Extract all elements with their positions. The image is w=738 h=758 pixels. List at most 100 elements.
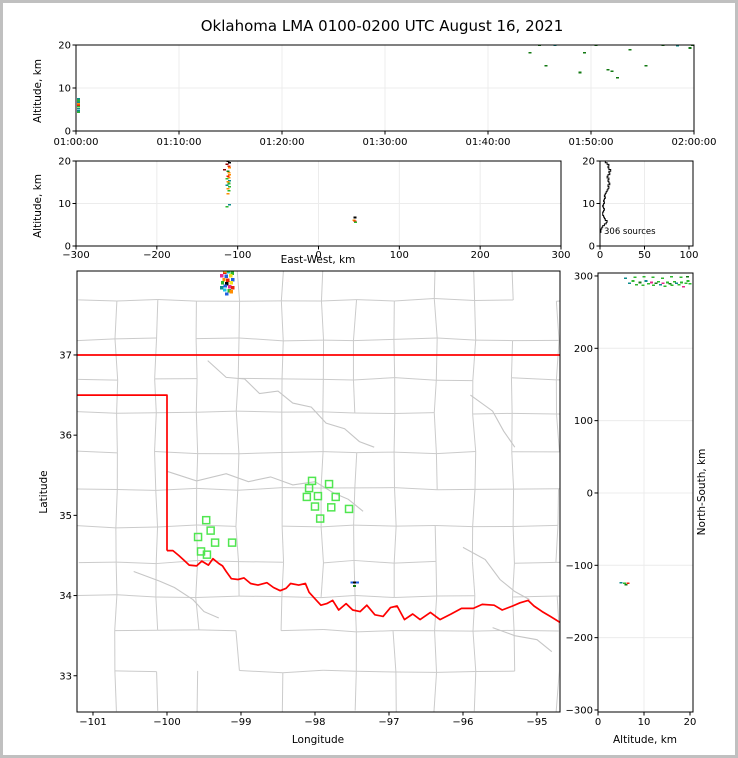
lma-source-point [528, 51, 532, 54]
county-line [282, 378, 324, 380]
county-line [394, 298, 435, 302]
county-line [77, 594, 117, 597]
county-line [154, 412, 157, 452]
y-tick-label: 10 [58, 84, 71, 95]
county-line [557, 488, 560, 526]
county-line [394, 487, 397, 527]
county-line [510, 377, 513, 414]
county-line [114, 594, 118, 631]
county-line [195, 412, 199, 454]
x-tick-label: 01:50:00 [569, 137, 614, 148]
x-tick-label: 10 [638, 717, 651, 728]
y-tick-label: 200 [574, 344, 593, 355]
lma-source-point [227, 176, 231, 179]
lma-station-marker [193, 532, 203, 542]
county-line [393, 526, 397, 564]
lma-source-point [354, 221, 358, 223]
lma-source-point [228, 179, 232, 182]
county-line [156, 671, 159, 711]
county-line [154, 338, 158, 379]
lma-source-point [642, 275, 646, 278]
y-tick-label: −300 [566, 705, 593, 716]
county-line [281, 340, 284, 379]
county-line [281, 672, 284, 712]
x-tick-label: 01:10:00 [157, 137, 202, 148]
lma-source-point [228, 285, 232, 289]
lma-source-point [76, 101, 80, 103]
river-line [462, 546, 530, 601]
county-line [321, 524, 354, 528]
county-line [320, 451, 324, 489]
county-line [114, 300, 118, 339]
county-line [116, 380, 119, 414]
county-line [77, 338, 116, 342]
county-line [78, 378, 118, 381]
county-line [437, 337, 476, 341]
county-line [353, 377, 395, 381]
lma-station-marker [310, 502, 320, 511]
lma-source-point [644, 64, 648, 67]
county-line [235, 378, 239, 412]
lma-source-point [225, 184, 229, 187]
county-line [353, 559, 395, 564]
x-tick-label: 0 [315, 250, 321, 261]
y-tick-label: 0 [589, 242, 595, 253]
county-line [393, 339, 396, 378]
county-line [77, 411, 117, 414]
lma-source-point [227, 189, 231, 192]
lma-source-point [684, 282, 688, 284]
y-tick-label: 34 [59, 591, 72, 602]
county-line [280, 300, 284, 341]
lma-source-point [228, 273, 233, 278]
county-line [353, 524, 397, 527]
county-line [556, 379, 560, 381]
lma-source-point [670, 275, 674, 278]
county-line [115, 526, 158, 529]
lma-source-point [544, 64, 548, 67]
lma-source-point [225, 292, 229, 296]
county-line [433, 672, 438, 712]
y-tick-label: 100 [574, 416, 593, 427]
lma-station-marker [307, 476, 317, 486]
lma-source-point [688, 47, 692, 49]
lma-source-point [624, 277, 628, 279]
lma-source-point [628, 48, 632, 51]
county-line [320, 526, 324, 563]
lma-source-point [606, 69, 610, 71]
lma-source-point [228, 203, 232, 206]
county-line [323, 451, 357, 454]
county-line [116, 594, 156, 598]
lma-source-point [649, 281, 653, 284]
x-tick-label: 01:40:00 [466, 137, 511, 148]
x-tick-label: 0 [597, 250, 603, 261]
county-line [197, 559, 239, 563]
county-line [394, 451, 437, 455]
county-line [323, 378, 354, 381]
lma-source-point [355, 581, 359, 584]
lma-source-point [226, 170, 230, 172]
county-line [512, 595, 558, 598]
x-tick-label: −95 [526, 717, 547, 728]
lma-source-point [676, 45, 680, 47]
x-tick-label: 20 [684, 717, 697, 728]
county-line [393, 337, 438, 340]
river-line [133, 570, 220, 619]
lma-source-point [679, 276, 683, 279]
lma-source-point [652, 284, 656, 287]
lma-station-marker [202, 550, 212, 559]
county-line [474, 299, 514, 301]
county-line [320, 300, 325, 341]
county-line [555, 301, 560, 341]
y-tick-label: 300 [574, 271, 593, 282]
county-line [435, 453, 438, 490]
lma-source-point [222, 277, 226, 282]
lma-source-point [76, 107, 80, 110]
county-line [356, 299, 395, 302]
county-line [116, 413, 118, 453]
lma-source-point [610, 70, 614, 73]
y-tick-label: 20 [582, 157, 595, 168]
y-tick-label: 10 [58, 199, 71, 210]
lma-source-point [227, 289, 231, 293]
source-count-annotation: 306 sources [604, 227, 656, 237]
ns-panel-xlabel: Altitude, km [613, 734, 677, 746]
